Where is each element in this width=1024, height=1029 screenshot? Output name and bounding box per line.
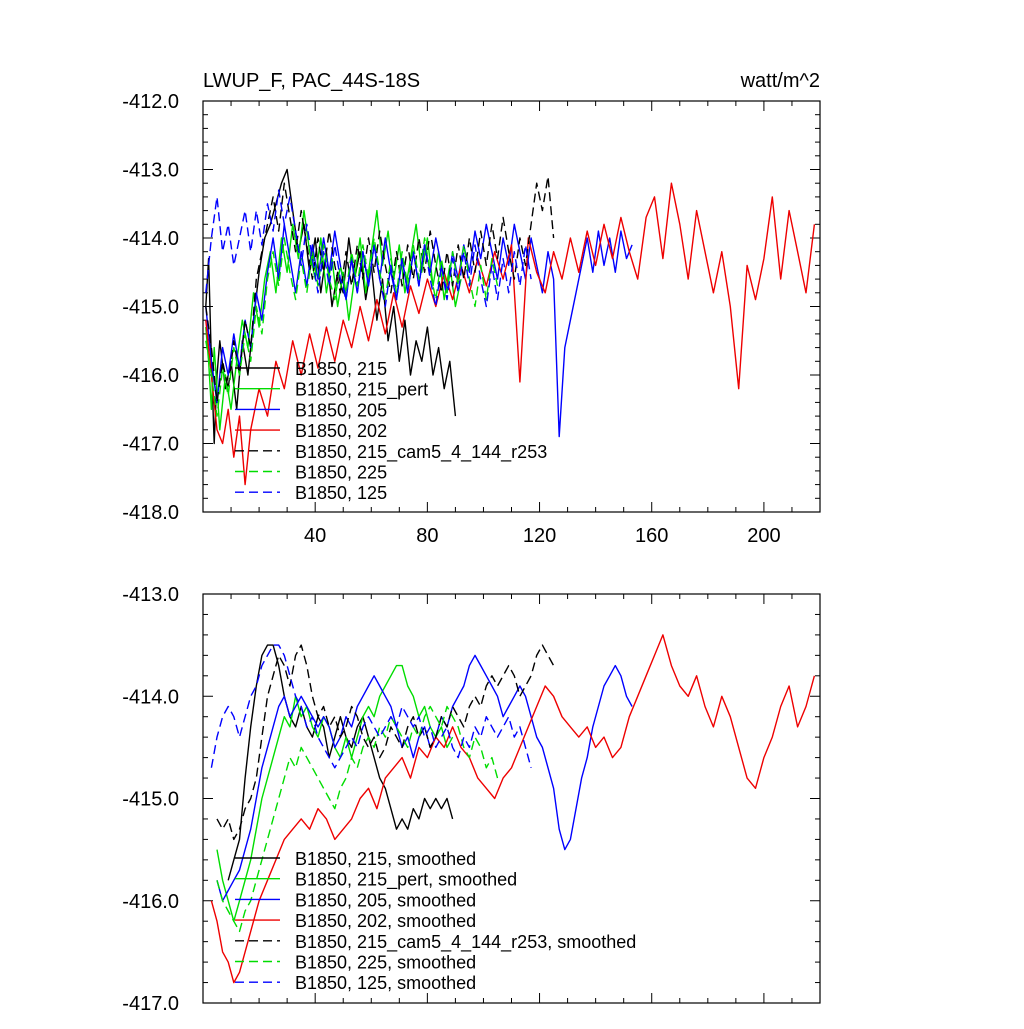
y-tick-label: -418.0 xyxy=(122,502,179,524)
legend-label: B1850, 202, smoothed xyxy=(295,911,476,931)
x-tick-label: 120 xyxy=(523,525,556,547)
series-line xyxy=(205,182,816,486)
legend-label: B1850, 215_pert xyxy=(295,380,428,401)
series-line xyxy=(216,644,555,841)
top-panel: LWUP_F, PAC_44S-18S watt/m^2 -418.0 -417.… xyxy=(122,70,821,547)
top-plot-area: -418.0 -417.0 -416.0 -415.0 -414.0 -413.0 -412… xyxy=(122,91,821,547)
y-tick-label: -417.0 xyxy=(122,993,179,1015)
legend-label: B1850, 202 xyxy=(295,421,387,441)
y-tick-label: -413.0 xyxy=(122,584,179,606)
legend-label: B1850, 205 xyxy=(295,400,387,420)
bottom-plot-area: -417.0 -416.0 -415.0 -414.0 -413.0 B1850, 215… xyxy=(122,584,821,1015)
y-tick-label: -417.0 xyxy=(122,434,179,456)
y-tick-label: -416.0 xyxy=(122,891,179,913)
legend-label: B1850, 215_cam5_4_144_r253, smoothed xyxy=(295,932,636,953)
legend-label: B1850, 215_cam5_4_144_r253 xyxy=(295,442,547,463)
series-line xyxy=(227,644,454,881)
y-tick-label: -416.0 xyxy=(122,365,179,387)
units-label: watt/m^2 xyxy=(740,70,820,92)
x-tick-label: 40 xyxy=(304,525,326,547)
series-line xyxy=(205,189,532,308)
legend-label: B1850, 215, smoothed xyxy=(295,849,476,869)
series-line xyxy=(216,654,633,902)
y-tick-label: -415.0 xyxy=(122,789,179,811)
y-tick-label: -415.0 xyxy=(122,297,179,319)
x-tick-label: 200 xyxy=(747,525,780,547)
legend-label: B1850, 225, smoothed xyxy=(295,953,476,973)
series-line xyxy=(205,237,499,417)
series-line xyxy=(210,634,816,984)
y-tick-label: -413.0 xyxy=(122,160,179,182)
series-line xyxy=(205,175,555,404)
bottom-panel: -417.0 -416.0 -415.0 -414.0 -413.0 B1850, 215… xyxy=(122,584,821,1015)
legend-label: B1850, 215 xyxy=(295,359,387,379)
y-tick-label: -414.0 xyxy=(122,686,179,708)
x-tick-label: 80 xyxy=(416,525,438,547)
x-tick-label: 160 xyxy=(635,525,668,547)
chart-title: LWUP_F, PAC_44S-18S xyxy=(203,70,420,92)
legend-label: B1850, 205, smoothed xyxy=(295,890,476,910)
series-line xyxy=(210,644,532,769)
legend-label: B1850, 125 xyxy=(295,483,387,503)
y-tick-label: -412.0 xyxy=(122,91,179,113)
legend-label: B1850, 215_pert, smoothed xyxy=(295,870,517,891)
y-tick-label: -414.0 xyxy=(122,228,179,250)
legend-label: B1850, 225 xyxy=(295,463,387,483)
legend-label: B1850, 125, smoothed xyxy=(295,973,476,993)
